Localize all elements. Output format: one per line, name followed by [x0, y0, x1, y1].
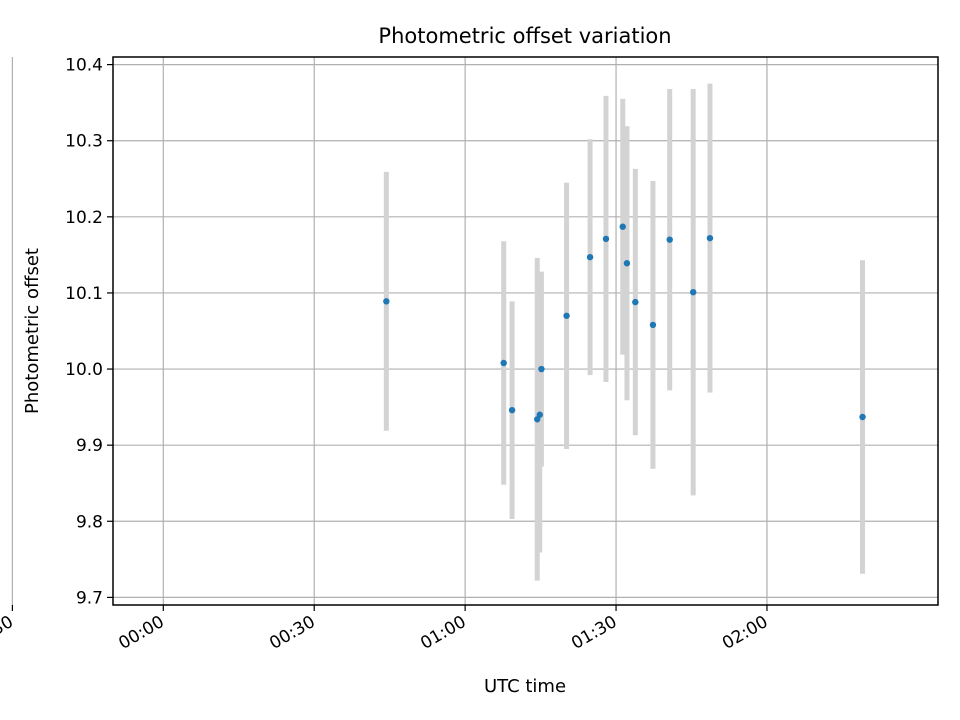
y-tick-label: 10.0	[65, 360, 103, 380]
data-point	[602, 235, 610, 243]
y-tick-label: 10.3	[65, 132, 103, 152]
data-point	[859, 413, 866, 421]
data-point	[500, 359, 507, 367]
x-axis-label: UTC time	[484, 676, 566, 697]
y-axis-label: Photometric offset	[22, 248, 43, 414]
data-point	[689, 288, 697, 296]
data-point	[563, 312, 570, 319]
y-tick-label: 9.9	[76, 436, 103, 456]
data-point	[508, 406, 516, 414]
data-point	[619, 223, 626, 230]
data-points	[383, 223, 866, 423]
data-point	[383, 298, 390, 305]
data-point	[623, 260, 631, 267]
y-axis: 9.7 9.8 9.9 10.0 10.1 10.2 10.3 10.4	[65, 56, 113, 608]
y-tick-label: 10.4	[65, 56, 103, 76]
data-point	[536, 411, 543, 418]
data-point	[538, 365, 545, 373]
x-tick-label: 23:30	[0, 612, 17, 654]
chart-title: Photometric offset variation	[378, 24, 671, 48]
x-tick-label: 00:30	[266, 612, 318, 654]
data-point	[649, 321, 657, 329]
data-point	[586, 253, 594, 261]
error-bars	[383, 83, 866, 581]
y-tick-label: 9.8	[76, 512, 103, 532]
x-tick-label: 01:00	[417, 612, 469, 654]
y-tick-label: 9.7	[76, 588, 103, 608]
x-tick-label: 00:00	[115, 612, 167, 654]
data-point	[666, 236, 673, 243]
data-point	[632, 298, 639, 306]
y-tick-label: 10.1	[65, 284, 103, 304]
grid	[11, 57, 938, 605]
plot-frame	[112, 56, 939, 606]
y-tick-label: 10.2	[65, 208, 103, 228]
x-tick-label: 02:00	[719, 612, 771, 654]
data-point	[706, 234, 714, 242]
x-tick-label: 01:30	[568, 612, 620, 654]
